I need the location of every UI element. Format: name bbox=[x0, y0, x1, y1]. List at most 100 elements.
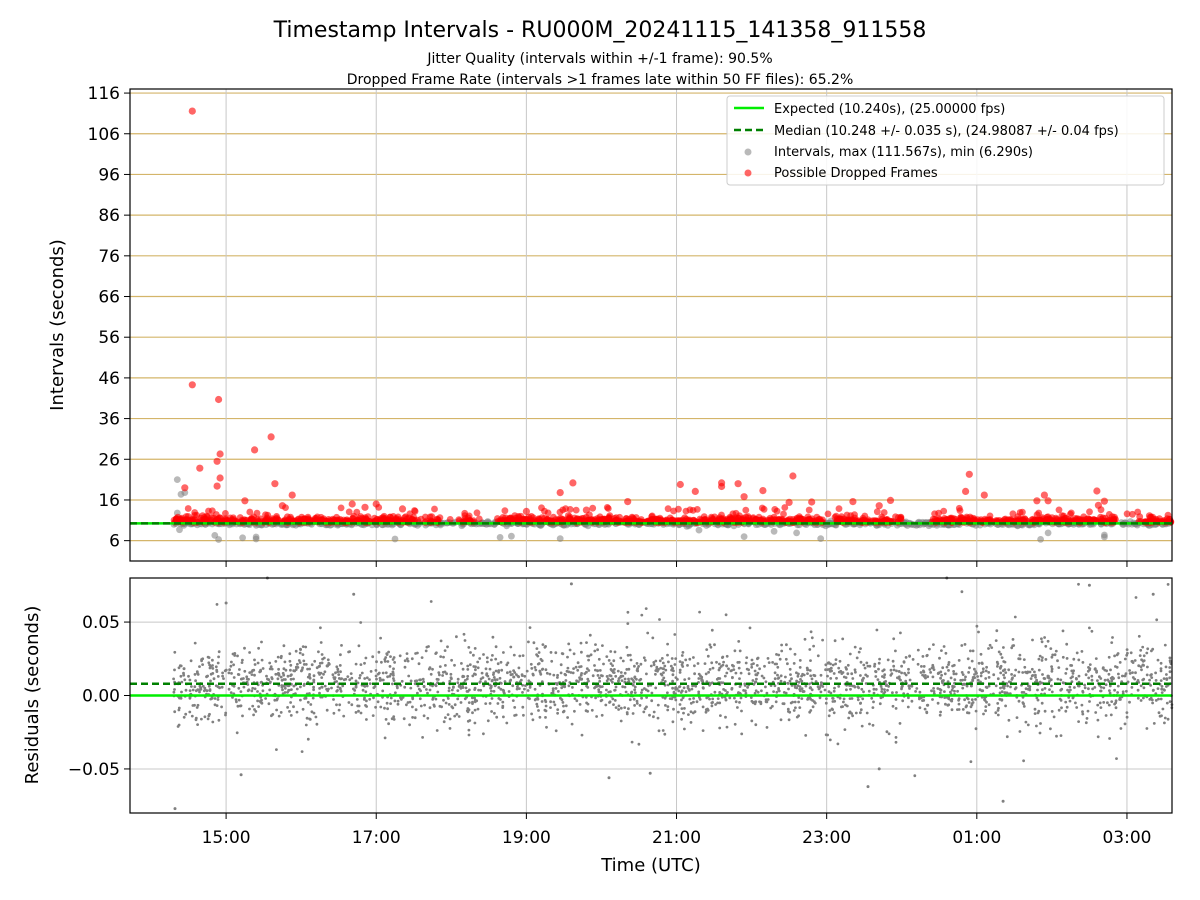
residual-point bbox=[289, 677, 293, 681]
residual-point bbox=[982, 712, 985, 716]
residual-point bbox=[874, 670, 877, 673]
residual-point bbox=[503, 692, 506, 695]
residual-point bbox=[405, 657, 409, 661]
residual-point bbox=[943, 690, 946, 693]
residual-point bbox=[1074, 677, 1078, 680]
dropped-frame-point bbox=[962, 487, 970, 495]
residual-point bbox=[894, 736, 898, 739]
residual-point bbox=[1059, 678, 1063, 682]
dropped-frame-point bbox=[780, 510, 787, 518]
residual-point bbox=[1165, 701, 1169, 705]
residual-point bbox=[471, 711, 474, 715]
residual-point bbox=[810, 677, 814, 681]
residual-point bbox=[428, 666, 432, 670]
residual-point bbox=[1152, 688, 1155, 692]
residual-point bbox=[443, 649, 447, 652]
legend-expected-label: Expected (10.240s), (25.00000 fps) bbox=[774, 102, 1005, 117]
residual-point bbox=[652, 661, 656, 664]
residual-point bbox=[1018, 653, 1022, 657]
residual-point bbox=[267, 702, 271, 706]
residual-point bbox=[650, 699, 654, 703]
residual-point bbox=[358, 674, 362, 677]
dropped-frame-point bbox=[1009, 510, 1017, 518]
residual-point bbox=[215, 670, 219, 673]
residual-point bbox=[486, 660, 489, 664]
residual-point bbox=[737, 666, 741, 670]
residual-point bbox=[923, 674, 927, 677]
residual-point bbox=[1107, 655, 1111, 659]
residual-point bbox=[812, 644, 815, 648]
residual-point bbox=[698, 696, 701, 699]
residual-point bbox=[259, 681, 263, 684]
residual-point bbox=[253, 687, 257, 691]
residual-point bbox=[619, 675, 622, 679]
residual-point bbox=[876, 678, 880, 681]
residual-point bbox=[403, 685, 407, 689]
residual-point bbox=[438, 704, 442, 708]
residual-point bbox=[895, 691, 898, 694]
residual-point bbox=[974, 709, 978, 713]
residual-point bbox=[890, 672, 894, 675]
residual-point bbox=[466, 668, 470, 671]
residual-point bbox=[580, 688, 584, 692]
residual-point bbox=[277, 667, 280, 671]
residual-point bbox=[923, 707, 927, 711]
residual-point bbox=[775, 653, 778, 656]
dropped-frame-point bbox=[271, 480, 279, 488]
residual-point bbox=[359, 663, 363, 666]
residual-point bbox=[894, 707, 898, 710]
dropped-frame-point bbox=[824, 510, 832, 518]
residual-point bbox=[824, 668, 827, 672]
residual-point bbox=[971, 679, 975, 682]
residual-point bbox=[499, 660, 503, 664]
residual-point bbox=[976, 678, 980, 682]
residual-point bbox=[769, 706, 773, 710]
residual-point bbox=[911, 658, 915, 661]
residual-point bbox=[985, 665, 988, 669]
residual-point bbox=[671, 673, 675, 677]
residual-point bbox=[950, 708, 954, 712]
dropped-frame-point bbox=[184, 505, 192, 512]
residual-point bbox=[1159, 661, 1163, 665]
dropped-frame-point bbox=[1067, 510, 1074, 518]
residual-point bbox=[740, 709, 743, 713]
residual-point bbox=[1157, 711, 1161, 715]
residual-point bbox=[1156, 658, 1160, 662]
residual-point bbox=[1065, 642, 1069, 646]
residual-point bbox=[984, 709, 987, 713]
residual-point bbox=[184, 712, 188, 716]
residual-point bbox=[507, 690, 511, 693]
residual-point bbox=[613, 650, 617, 654]
residuals-y-tick-label: 0.05 bbox=[82, 613, 120, 633]
dropped-frame-point bbox=[880, 509, 888, 516]
dropped-frame-point bbox=[700, 513, 708, 521]
residual-point bbox=[907, 684, 911, 688]
residual-point bbox=[718, 691, 722, 694]
residual-point bbox=[482, 684, 486, 688]
residual-point bbox=[693, 710, 697, 714]
residual-point bbox=[1040, 659, 1044, 662]
residual-point bbox=[552, 673, 556, 677]
residual-point bbox=[305, 716, 309, 720]
residual-point bbox=[657, 729, 661, 733]
residual-point bbox=[683, 727, 686, 731]
residual-point bbox=[173, 710, 177, 714]
residual-point bbox=[930, 689, 933, 693]
residual-point bbox=[771, 704, 774, 708]
residual-point bbox=[1087, 583, 1091, 587]
residual-point bbox=[327, 687, 330, 691]
residual-point bbox=[788, 679, 792, 683]
residual-point bbox=[385, 652, 389, 655]
residual-point bbox=[545, 725, 548, 729]
residual-point bbox=[1065, 667, 1069, 671]
dropped-frame-point bbox=[940, 507, 948, 515]
residual-point bbox=[809, 674, 813, 678]
residual-point bbox=[621, 685, 625, 689]
residual-point bbox=[1029, 677, 1033, 680]
residual-point bbox=[837, 666, 841, 670]
residual-point bbox=[468, 663, 472, 667]
residual-point bbox=[900, 687, 903, 691]
residual-point bbox=[918, 690, 922, 694]
residual-point bbox=[900, 664, 903, 668]
residual-point bbox=[678, 685, 681, 689]
